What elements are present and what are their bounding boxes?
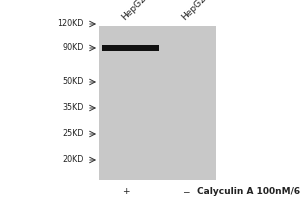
Text: 35KD: 35KD [63,104,84,112]
Bar [99,26,171,180]
Bar [171,26,216,180]
Text: 90KD: 90KD [63,44,84,52]
Bar [102,46,159,50]
Text: 20KD: 20KD [63,156,84,164]
Text: Calyculin A 100nM/60min: Calyculin A 100nM/60min [197,188,300,196]
Text: HepG2: HepG2 [120,0,148,22]
Text: HepG2: HepG2 [180,0,208,22]
Text: 25KD: 25KD [62,130,84,138]
Text: +: + [122,188,130,196]
Text: 120KD: 120KD [58,20,84,28]
Text: −: − [182,188,190,196]
Text: 50KD: 50KD [63,77,84,86]
